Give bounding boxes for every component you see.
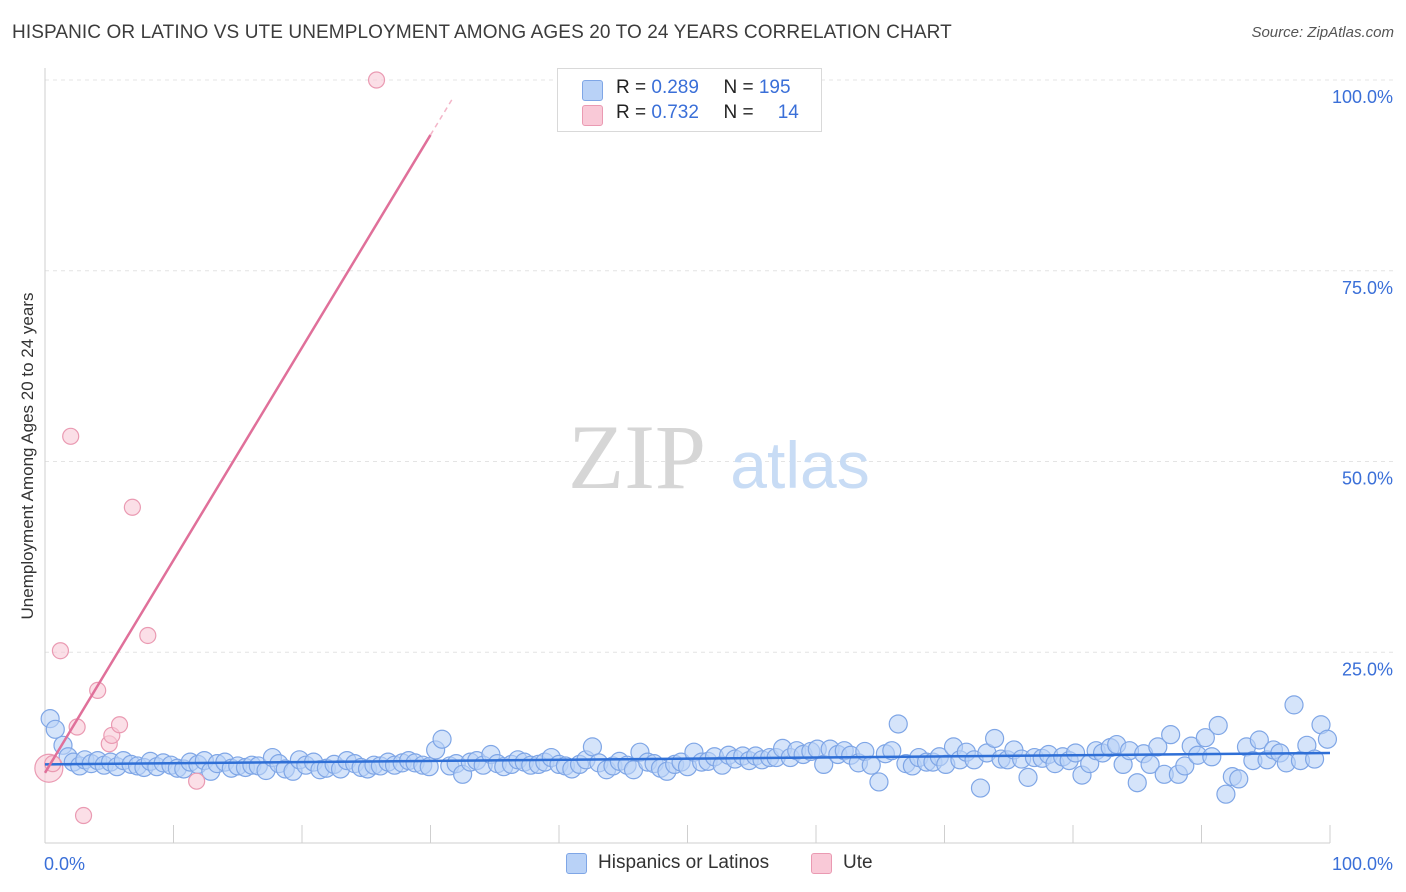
- data-point-hispanics: [1127, 773, 1147, 793]
- data-point-hispanics: [1161, 725, 1181, 745]
- data-point-hispanics: [1317, 729, 1338, 749]
- data-point-hispanics: [432, 729, 452, 749]
- data-point-hispanics: [985, 728, 1005, 749]
- data-point-hispanics: [1249, 730, 1269, 750]
- legend-swatch-pink: [582, 105, 603, 126]
- legend-swatch-blue: [582, 80, 603, 101]
- data-point-hispanics: [888, 714, 908, 734]
- data-point-hispanics: [1229, 769, 1249, 789]
- data-point-hispanics: [1284, 695, 1304, 715]
- data-point-hispanics: [1018, 767, 1038, 787]
- data-point-hispanics: [1216, 784, 1236, 804]
- data-point-ute: [139, 626, 157, 645]
- data-point-hispanics: [869, 772, 889, 792]
- data-point-ute: [62, 427, 80, 445]
- watermark-zip: ZIP: [568, 406, 706, 508]
- watermark-atlas: atlas: [730, 428, 869, 502]
- legend-r-label: R =: [616, 77, 652, 98]
- chart-title: HISPANIC OR LATINO VS UTE UNEMPLOYMENT A…: [12, 22, 952, 43]
- y-tick-label: 50.0%: [1342, 469, 1393, 489]
- legend-r-value: 0.732: [651, 102, 699, 123]
- trend-lines: [43, 96, 1331, 774]
- legend-n-value: 195: [758, 77, 791, 98]
- data-point-hispanics: [45, 719, 65, 739]
- tick-labels: 25.0% 50.0% 75.0% 100.0% 0.0% 100.0%: [44, 87, 1393, 874]
- data-point-ute: [367, 71, 386, 89]
- series-ute-points: [34, 71, 386, 825]
- y-tick-label: 75.0%: [1342, 278, 1393, 298]
- correlation-legend: R = 0.289 N = 195 R = 0.732 N = 14: [557, 68, 822, 132]
- trend-line-ute-extension: [429, 96, 455, 136]
- data-point-hispanics: [1195, 728, 1215, 748]
- data-point-hispanics: [970, 778, 991, 798]
- legend-n-label: N =: [723, 77, 759, 98]
- bottom-legend-swatch-blue: [566, 853, 587, 874]
- data-point-ute: [110, 716, 129, 734]
- data-point-ute: [123, 498, 141, 516]
- legend-r-label: R =: [616, 102, 652, 123]
- y-tick-label: 100.0%: [1332, 87, 1393, 107]
- bottom-legend-label: Hispanics or Latinos: [598, 852, 770, 873]
- data-point-hispanics: [1304, 749, 1325, 769]
- legend-stats-hispanics: R = 0.289 N = 195: [616, 77, 791, 99]
- data-point-ute: [74, 806, 93, 825]
- data-point-hispanics: [1175, 756, 1195, 776]
- data-point-hispanics: [582, 737, 603, 757]
- source-attribution: Source: ZipAtlas.com: [1251, 24, 1394, 41]
- data-point-ute: [188, 772, 206, 790]
- trend-line-hispanics: [44, 751, 1331, 766]
- data-point-ute: [51, 642, 70, 660]
- data-point-hispanics: [882, 741, 902, 761]
- data-point-hispanics: [1208, 715, 1228, 736]
- bottom-legend-swatch-pink: [811, 853, 832, 874]
- gridlines: [45, 79, 1395, 653]
- legend-n-label: N =: [723, 102, 759, 123]
- bottom-legend-label: Ute: [843, 852, 873, 873]
- legend-n-value: 14: [777, 102, 799, 123]
- x-tick-label: 100.0%: [1332, 854, 1393, 874]
- data-point-hispanics: [1148, 737, 1168, 757]
- x-tick-label: 0.0%: [44, 854, 85, 874]
- legend-r-value: 0.289: [651, 77, 699, 98]
- data-point-hispanics: [1202, 747, 1222, 767]
- watermark: ZIP atlas: [568, 406, 870, 508]
- trend-line-ute: [43, 134, 432, 774]
- data-point-hispanics: [1065, 743, 1086, 763]
- series-hispanics-points: [40, 695, 1338, 804]
- legend-stats-ute: R = 0.732 N = 14: [616, 102, 799, 124]
- y-tick-label: 25.0%: [1342, 659, 1393, 679]
